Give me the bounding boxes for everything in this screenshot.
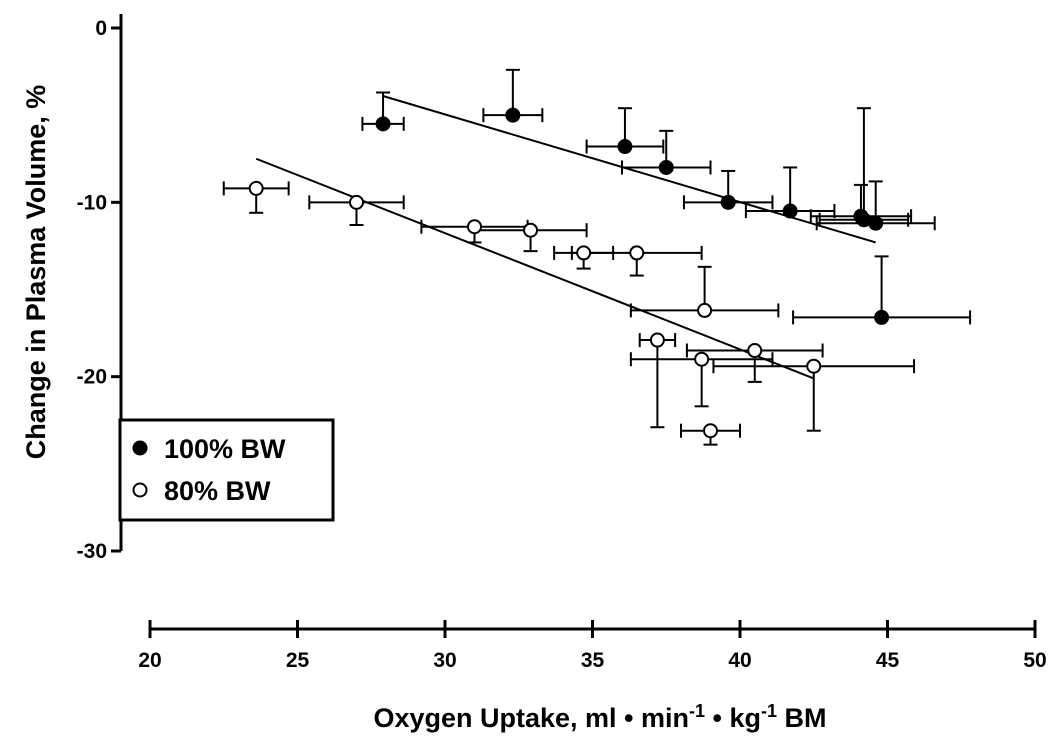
point-100-bw xyxy=(874,309,890,325)
x-tick-label: 50 xyxy=(1023,649,1046,672)
x-tick-label: 25 xyxy=(286,649,310,672)
x-axis-title: Oxygen Uptake, ml • min-1 • kg-1 BM xyxy=(373,701,826,733)
regression-line-2 xyxy=(255,157,815,380)
point-80-bw xyxy=(697,302,713,318)
point-80-bw xyxy=(747,343,763,359)
x-axis-title-sup-2: -1 xyxy=(761,701,777,721)
point-80-bw xyxy=(523,222,539,238)
legend: 100% BW 80% BW xyxy=(118,418,335,522)
point-80-bw xyxy=(248,180,264,196)
y-tick-label: -20 xyxy=(77,366,107,389)
y-tick-label: 0 xyxy=(95,17,107,40)
legend-label-100-bw: 100% BW xyxy=(164,434,286,464)
point-80-bw xyxy=(467,219,482,235)
y-axis-title: Change in Plasma Volume, % xyxy=(21,85,51,460)
point-100-bw xyxy=(868,215,884,231)
point-80-bw xyxy=(629,245,645,261)
y-tick-label: -30 xyxy=(77,540,107,563)
y-tick-label: -10 xyxy=(77,191,107,214)
legend-box xyxy=(118,418,335,522)
error-bars xyxy=(222,68,972,446)
x-axis-title-part-a: Oxygen Uptake, ml • min xyxy=(373,703,689,733)
legend-marker-filled xyxy=(132,440,148,456)
point-80-bw xyxy=(576,245,592,261)
x-axis-title-part-b: • kg xyxy=(705,703,761,733)
x-tick-label: 20 xyxy=(138,649,161,672)
data-points xyxy=(248,107,890,439)
regression-lines xyxy=(255,95,876,380)
x-tick-label: 30 xyxy=(433,649,456,672)
x-tick-label: 35 xyxy=(581,649,605,672)
point-80-bw xyxy=(806,358,822,374)
x-axis-title-part-c: BM xyxy=(777,703,827,733)
point-100-bw xyxy=(658,159,674,175)
point-100-bw xyxy=(505,107,521,123)
point-100-bw xyxy=(375,116,391,132)
x-axis-title-sup-1: -1 xyxy=(689,701,705,721)
y-axis: 0 -10 -20 -30 xyxy=(77,14,123,563)
point-100-bw xyxy=(782,203,798,219)
point-80-bw xyxy=(694,351,710,367)
point-80-bw xyxy=(703,423,718,439)
x-axis: 20 25 30 35 40 45 50 xyxy=(138,620,1047,672)
point-100-bw xyxy=(720,194,736,210)
x-tick-label: 40 xyxy=(728,649,751,672)
regression-line-1 xyxy=(382,95,876,244)
point-80-bw xyxy=(349,194,364,210)
legend-marker-open xyxy=(132,482,148,498)
point-100-bw xyxy=(617,139,633,155)
point-80-bw xyxy=(649,332,665,348)
legend-label-80-bw: 80% BW xyxy=(164,476,271,506)
x-tick-label: 45 xyxy=(876,649,900,672)
